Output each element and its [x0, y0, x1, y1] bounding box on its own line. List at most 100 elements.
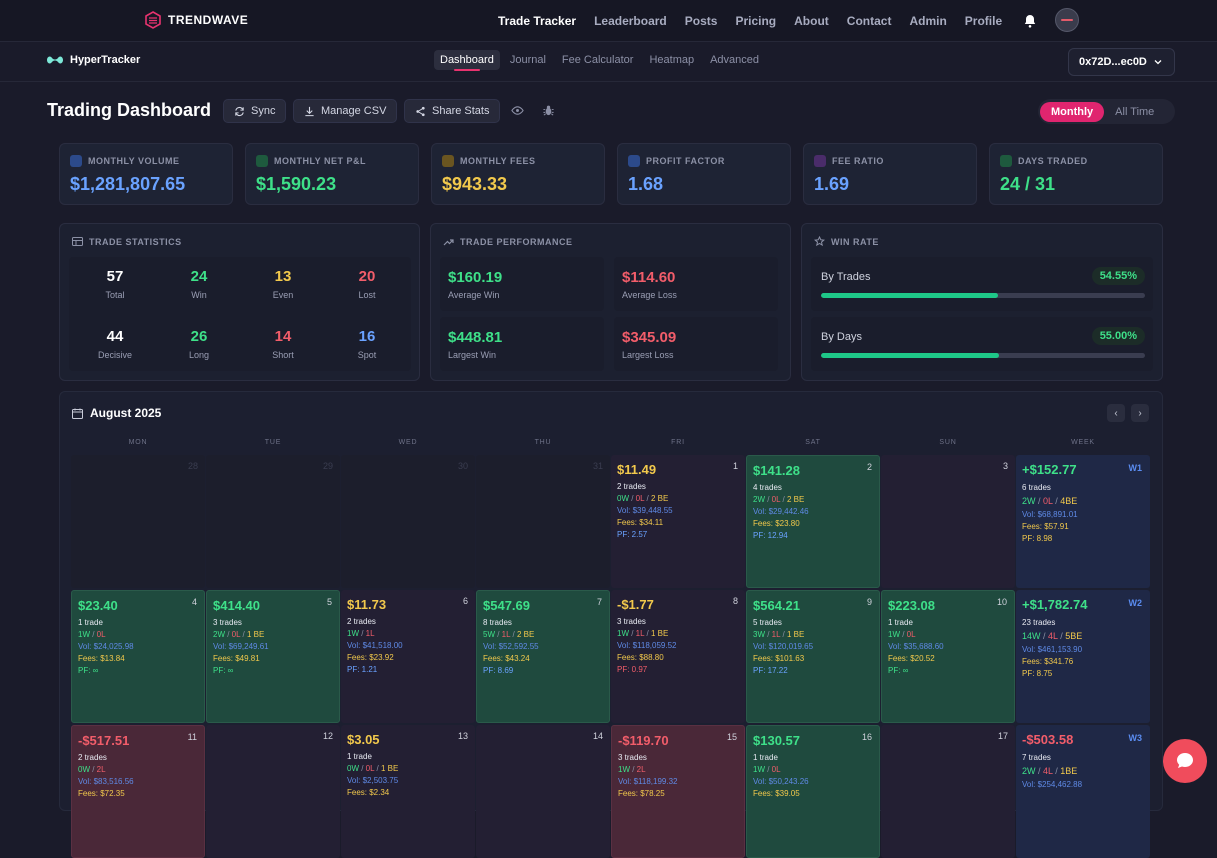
- trendwave-logo-icon: [145, 11, 161, 29]
- perf-value: $448.81: [448, 329, 503, 346]
- prev-month-button[interactable]: ‹: [1107, 404, 1125, 422]
- day-fees: Fees: $78.25: [618, 789, 665, 798]
- calendar-day[interactable]: 8 -$1.77 3 trades 1W / 1L / 1 BE Vol: $118,0…: [611, 590, 745, 723]
- nav-link-admin[interactable]: Admin: [909, 14, 947, 28]
- stat-card-header: MONTHLY FEES: [442, 155, 536, 167]
- trade-statistics-header: TRADE STATISTICS: [72, 236, 182, 247]
- stat-card-monthly-net-p-l: MONTHLY NET P&L $1,590.23: [245, 143, 419, 205]
- day-volume: Vol: $118,199.32: [618, 777, 678, 786]
- day-trades: 5 trades: [753, 618, 782, 627]
- perf-value: $160.19: [448, 269, 503, 286]
- win-rate-title: WIN RATE: [831, 236, 879, 247]
- tab-journal[interactable]: Journal: [509, 54, 546, 66]
- week-volume: Vol: $461,153.90: [1022, 645, 1083, 654]
- day-volume: Vol: $118,059.52: [617, 641, 677, 650]
- share-stats-button[interactable]: Share Stats: [404, 99, 501, 123]
- trade-performance-title: TRADE PERFORMANCE: [460, 236, 573, 247]
- tab-advanced[interactable]: Advanced: [710, 54, 760, 66]
- toggle-monthly[interactable]: Monthly: [1040, 101, 1105, 122]
- day-win-loss: 1W / 2L: [618, 765, 646, 774]
- trend-up-icon: [256, 155, 268, 167]
- notification-bell-icon[interactable]: [1022, 13, 1038, 29]
- calendar-day[interactable]: 4 $23.40 1 trade 1W / 0L Vol: $24,025.98 Fees…: [71, 590, 205, 723]
- calendar-day[interactable]: 7 $547.69 8 trades 5W / 1L / 2 BE Vol: $52,5…: [476, 590, 610, 723]
- sub-tabs: Dashboard Journal Fee Calculator Heatmap Adv…: [434, 50, 765, 71]
- week-pnl: +$1,782.74: [1022, 597, 1088, 612]
- nav-link-profile[interactable]: Profile: [964, 14, 1003, 28]
- bug-icon[interactable]: [542, 104, 555, 117]
- nav-link-posts[interactable]: Posts: [684, 14, 718, 28]
- hypertracker-logo[interactable]: HyperTracker: [46, 54, 140, 66]
- nav-link-trade-tracker[interactable]: Trade Tracker: [498, 14, 577, 28]
- win-rate-progress: [821, 293, 1145, 298]
- sync-button[interactable]: Sync: [223, 99, 287, 123]
- calendar-day[interactable]: 16 $130.57 1 trade 1W / 0L Vol: $50,243.26 Fe…: [746, 725, 880, 858]
- nav-link-leaderboard[interactable]: Leaderboard: [594, 14, 667, 28]
- calendar-day[interactable]: 17: [881, 725, 1015, 858]
- week-tag: W2: [1128, 598, 1143, 608]
- toggle-all-time[interactable]: All Time: [1115, 105, 1155, 118]
- wl-part: 1L: [365, 629, 375, 638]
- week-win-loss: 2W / 0L / 4BE: [1022, 496, 1078, 506]
- stat-number: 44: [106, 328, 124, 345]
- wl-part: 1W: [617, 629, 629, 638]
- day-profit-factor: PF: 17.22: [753, 666, 788, 675]
- stat-number: 57: [106, 268, 124, 285]
- calendar-day[interactable]: 12: [206, 725, 340, 858]
- calendar-day[interactable]: 2 $141.28 4 trades 2W / 0L / 2 BE Vol: $29,4…: [746, 455, 880, 588]
- nav-link-pricing[interactable]: Pricing: [735, 14, 777, 28]
- day-number: 10: [996, 597, 1007, 607]
- day-fees: Fees: $39.05: [753, 789, 800, 798]
- wl-part: 0W: [347, 764, 359, 773]
- tab-heatmap[interactable]: Heatmap: [649, 54, 695, 66]
- calendar-day[interactable]: 15 -$119.70 3 trades 1W / 2L Vol: $118,199.3…: [611, 725, 745, 858]
- stat-short: 14 Short: [241, 328, 325, 360]
- calendar-day[interactable]: 9 $564.21 5 trades 3W / 1L / 1 BE Vol: $120,…: [746, 590, 880, 723]
- wl-part: 0L: [365, 764, 375, 773]
- calendar-day[interactable]: 14: [476, 725, 610, 858]
- brand-logo-link[interactable]: TRENDWAVE: [144, 11, 248, 29]
- stat-label: FEE RATIO: [832, 156, 884, 166]
- next-month-button[interactable]: ›: [1131, 404, 1149, 422]
- calendar-day[interactable]: 6 $11.73 2 trades 1W / 1L Vol: $41,518.00 Fee…: [341, 590, 475, 723]
- nav-link-contact[interactable]: Contact: [846, 14, 892, 28]
- nav-link-about[interactable]: About: [794, 14, 829, 28]
- manage-csv-button[interactable]: Manage CSV: [293, 99, 398, 123]
- wallet-selector[interactable]: 0x72D...ec0D: [1068, 48, 1175, 76]
- wl-part: 2W: [753, 495, 765, 504]
- day-profit-factor: PF: ∞: [78, 666, 99, 675]
- win-rate-by-trades: By Trades 54.55%: [811, 257, 1153, 311]
- day-volume: Vol: $2,503.75: [347, 776, 399, 785]
- week-summary[interactable]: W1 +$152.77 6 trades 2W / 0L / 4BE Vol: $68,…: [1016, 455, 1150, 588]
- week-volume: Vol: $68,891.01: [1022, 510, 1078, 519]
- week-summary[interactable]: W2 +$1,782.74 23 trades 14W / 4L / 5BE Vol: …: [1016, 590, 1150, 723]
- stat-card-header: MONTHLY VOLUME: [70, 155, 180, 167]
- tab-fee-calculator[interactable]: Fee Calculator: [561, 54, 634, 66]
- wl-part: 2 BE: [786, 495, 805, 504]
- chat-button[interactable]: [1163, 739, 1207, 783]
- calendar-day[interactable]: 13 $3.05 1 trade 0W / 0L / 1 BE Vol: $2,503.…: [341, 725, 475, 858]
- wl-part: 1L: [771, 630, 781, 639]
- day-trades: 3 trades: [617, 617, 646, 626]
- perf-largest-win: $448.81 Largest Win: [440, 317, 604, 371]
- day-number: 8: [732, 596, 738, 606]
- stat-value: $943.33: [442, 174, 508, 194]
- day-win-loss: 1W / 1L: [347, 629, 375, 638]
- calendar-header: August 2025: [72, 406, 161, 420]
- tab-dashboard[interactable]: Dashboard: [434, 50, 500, 71]
- trend-up-icon: [443, 239, 454, 246]
- stat-number: 20: [358, 268, 376, 285]
- win-rate-header: WIN RATE: [814, 236, 879, 247]
- calendar-day[interactable]: 3: [881, 455, 1015, 588]
- calendar-day[interactable]: 5 $414.40 3 trades 2W / 0L / 1 BE Vol: $69,2…: [206, 590, 340, 723]
- stat-value: 1.69: [814, 174, 850, 194]
- calendar-day[interactable]: 1 $11.49 2 trades 0W / 0L / 2 BE Vol: $39,44…: [611, 455, 745, 588]
- user-avatar[interactable]: [1055, 8, 1079, 32]
- day-win-loss: 1W / 0L: [888, 630, 916, 639]
- week-summary[interactable]: W3 -$503.58 7 trades 2W / 4L / 1BE Vol: $254…: [1016, 725, 1150, 858]
- calendar-day[interactable]: 11 -$517.51 2 trades 0W / 2L Vol: $83,516.56…: [71, 725, 205, 858]
- calendar-day[interactable]: 10 $223.08 1 trade 1W / 0L Vol: $35,688.60 Fe…: [881, 590, 1015, 723]
- stat-label: DAYS TRADED: [1018, 156, 1088, 166]
- target-icon: [628, 155, 640, 167]
- eye-icon[interactable]: [511, 104, 524, 117]
